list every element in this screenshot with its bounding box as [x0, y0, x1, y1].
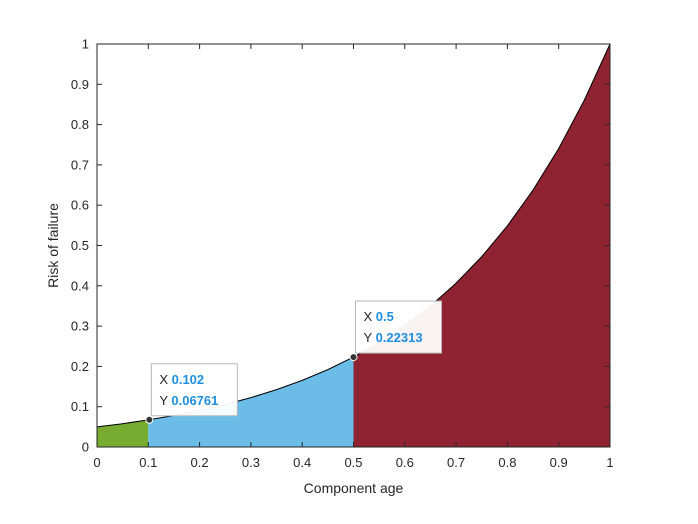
datatip-marker[interactable]: [145, 415, 154, 424]
datatip-y-value: 0.06761: [171, 393, 218, 408]
x-axis: 0 0.1 0.2 0.3 0.4 0.5 0.6 0.7 0.8 0.9 1: [93, 44, 614, 470]
y-axis-label: Risk of failure: [45, 203, 61, 288]
y-tick-label: 0.4: [71, 278, 89, 293]
y-tick-label: 0.3: [71, 319, 89, 334]
y-tick-label: 0: [82, 440, 89, 455]
y-tick-label: 0.6: [71, 198, 89, 213]
y-tick-label: 0.9: [71, 77, 89, 92]
area-region-1: [97, 419, 149, 447]
area-region-2: [148, 357, 354, 447]
x-tick-label: 0.4: [293, 455, 311, 470]
datatip-marker[interactable]: [349, 353, 358, 362]
x-tick-label: 0.9: [550, 455, 568, 470]
x-tick-label: 0.5: [344, 455, 362, 470]
datatip-y-key: Y: [364, 330, 376, 345]
x-tick-label: 0.3: [242, 455, 260, 470]
y-tick-label: 0.7: [71, 157, 89, 172]
x-axis-label: Component age: [304, 480, 404, 496]
x-tick-label: 0.6: [396, 455, 414, 470]
x-tick-label: 0.7: [447, 455, 465, 470]
area-region-3: [353, 44, 610, 447]
datatip-y-value: 0.22313: [376, 330, 423, 345]
x-tick-label: 0.2: [191, 455, 209, 470]
datatip-y-row: Y 0.06761: [159, 393, 218, 408]
x-tick-label: 0: [93, 455, 100, 470]
y-tick-label: 0.8: [71, 117, 89, 132]
y-tick-label: 0.1: [71, 399, 89, 414]
y-tick-label: 0.2: [71, 359, 89, 374]
datatip-y-key: Y: [159, 393, 171, 408]
x-tick-label: 1: [606, 455, 613, 470]
datatip-x-row: X 0.102: [159, 372, 204, 387]
x-tick-label: 0.1: [139, 455, 157, 470]
y-tick-label: 1: [82, 37, 89, 52]
datatip-y-row: Y 0.22313: [364, 330, 423, 345]
datatip-x-key: X: [364, 309, 376, 324]
datatip-x-row: X 0.5: [364, 309, 394, 324]
y-tick-label: 0.5: [71, 238, 89, 253]
y-axis: 0 0.1 0.2 0.3 0.4 0.5 0.6 0.7 0.8 0.9 1: [71, 37, 610, 455]
datatip-box: [355, 300, 442, 354]
datatip-box: [150, 363, 238, 417]
datatip-x-key: X: [159, 372, 171, 387]
datatip-x-value: 0.5: [376, 309, 394, 324]
datatip-2[interactable]: X 0.5Y 0.22313: [349, 300, 442, 362]
x-tick-label: 0.8: [498, 455, 516, 470]
datatip-x-value: 0.102: [172, 372, 205, 387]
